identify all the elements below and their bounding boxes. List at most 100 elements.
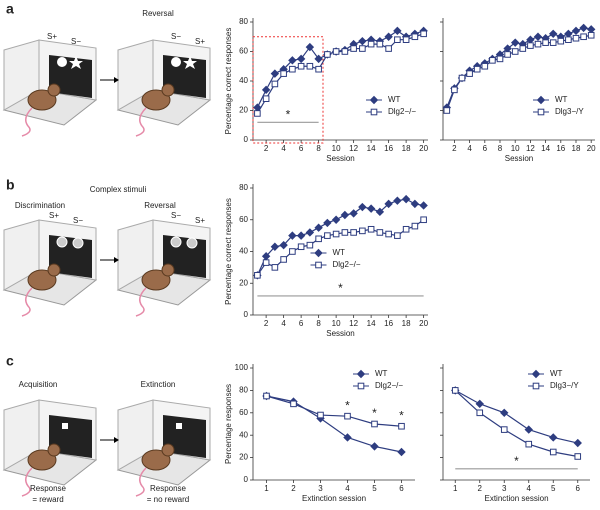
arrow-head bbox=[114, 77, 119, 83]
marker-diamond bbox=[393, 196, 402, 205]
x-tick-label: 18 bbox=[402, 319, 411, 328]
lever bbox=[62, 423, 68, 429]
marker-diamond bbox=[370, 442, 379, 451]
illustration-label: S+ bbox=[195, 37, 205, 46]
illustration-label: Reversal bbox=[144, 201, 176, 210]
marker-diamond bbox=[375, 207, 385, 217]
x-tick-label: 10 bbox=[332, 144, 341, 153]
marker-square bbox=[534, 40, 542, 48]
x-tick-label: 2 bbox=[264, 319, 269, 328]
marker-square bbox=[367, 40, 375, 48]
x-tick-label: 12 bbox=[526, 144, 535, 153]
rat-tail bbox=[135, 287, 147, 317]
marker-square bbox=[324, 51, 331, 58]
rat-head bbox=[161, 263, 175, 277]
marker-square bbox=[473, 65, 481, 73]
marker-square bbox=[451, 86, 458, 94]
marker-square bbox=[289, 65, 296, 73]
y-tick-label: 20 bbox=[239, 106, 248, 115]
marker-diamond bbox=[579, 23, 588, 33]
marker-square bbox=[254, 110, 261, 117]
marker-diamond bbox=[288, 56, 297, 65]
marker-diamond bbox=[296, 231, 306, 240]
illustration-label: S+ bbox=[49, 211, 59, 220]
marker-square bbox=[511, 48, 519, 55]
y-tick-label: 20 bbox=[239, 278, 248, 287]
marker-square bbox=[411, 33, 419, 41]
marker-square bbox=[394, 36, 401, 44]
marker-diamond bbox=[279, 240, 288, 250]
marker-square bbox=[574, 453, 582, 460]
marker-diamond bbox=[305, 228, 315, 237]
marker-square bbox=[504, 51, 511, 58]
stimulus bbox=[171, 57, 181, 67]
illustration-label: Extinction bbox=[141, 380, 176, 389]
series-line bbox=[454, 389, 578, 444]
y-tick-label: 40 bbox=[239, 247, 248, 256]
marker-diamond bbox=[366, 204, 376, 213]
x-tick-label: 5 bbox=[372, 484, 377, 493]
y-tick-label: 60 bbox=[239, 47, 248, 56]
illustration-label: Response bbox=[150, 484, 187, 493]
marker-square bbox=[500, 426, 508, 433]
rat-tail bbox=[21, 107, 33, 137]
marker-diamond bbox=[500, 408, 509, 418]
marker-diamond bbox=[419, 201, 428, 210]
x-tick-label: 18 bbox=[402, 144, 411, 153]
marker-diamond bbox=[410, 199, 420, 209]
x-tick-label: 2 bbox=[291, 484, 296, 493]
x-tick-label: 4 bbox=[467, 144, 472, 153]
marker-square bbox=[262, 95, 270, 103]
y-axis-label: Percentage correct responses bbox=[224, 28, 233, 135]
lever bbox=[176, 423, 182, 429]
marker-square bbox=[344, 412, 351, 420]
x-tick-label: 18 bbox=[572, 144, 581, 153]
marker-square bbox=[394, 232, 401, 239]
marker-square bbox=[402, 225, 410, 233]
x-tick-label: 6 bbox=[576, 484, 581, 493]
x-tick-label: 10 bbox=[511, 144, 520, 153]
marker-square bbox=[451, 387, 459, 394]
legend-label: WT bbox=[375, 369, 388, 378]
marker-square bbox=[254, 272, 261, 279]
marker-square bbox=[324, 232, 331, 239]
legend-label: Dlg2−/− bbox=[333, 260, 361, 269]
illustration-label: S− bbox=[171, 32, 181, 41]
legend-label: WT bbox=[550, 369, 563, 378]
rat-tail bbox=[135, 107, 147, 137]
x-tick-label: 3 bbox=[318, 484, 323, 493]
marker-diamond bbox=[358, 202, 367, 212]
rat bbox=[27, 269, 57, 291]
illustration-label: Complex stimuli bbox=[90, 185, 147, 194]
illustration-label: S+ bbox=[195, 216, 205, 225]
x-axis-label: Session bbox=[505, 154, 533, 163]
marker-diamond bbox=[571, 26, 581, 36]
rat-head bbox=[47, 263, 61, 277]
rat-tail bbox=[135, 467, 147, 497]
marker-diamond bbox=[475, 399, 484, 409]
marker-square bbox=[420, 30, 427, 38]
marker-square bbox=[315, 65, 322, 73]
marker-diamond bbox=[548, 29, 558, 39]
marker-square bbox=[376, 229, 384, 236]
panel-label: a bbox=[6, 1, 14, 17]
legend-label: WT bbox=[333, 248, 346, 257]
x-tick-label: 5 bbox=[551, 484, 556, 493]
x-tick-label: 12 bbox=[349, 144, 358, 153]
x-tick-label: 16 bbox=[556, 144, 565, 153]
marker-diamond bbox=[296, 54, 306, 64]
x-axis-label: Session bbox=[326, 154, 354, 163]
marker-square bbox=[519, 45, 527, 52]
marker-square bbox=[549, 448, 557, 456]
marker-square bbox=[527, 42, 534, 49]
arrow-head bbox=[114, 257, 119, 263]
significance-star: * bbox=[345, 398, 350, 412]
x-tick-label: 2 bbox=[264, 144, 269, 153]
marker-square bbox=[489, 57, 496, 64]
marker-diamond bbox=[331, 215, 341, 224]
marker-square bbox=[341, 229, 349, 236]
marker-square bbox=[262, 259, 270, 266]
y-axis-label: Percentage responses bbox=[224, 384, 233, 464]
marker-square bbox=[263, 392, 270, 400]
rat bbox=[27, 89, 57, 111]
